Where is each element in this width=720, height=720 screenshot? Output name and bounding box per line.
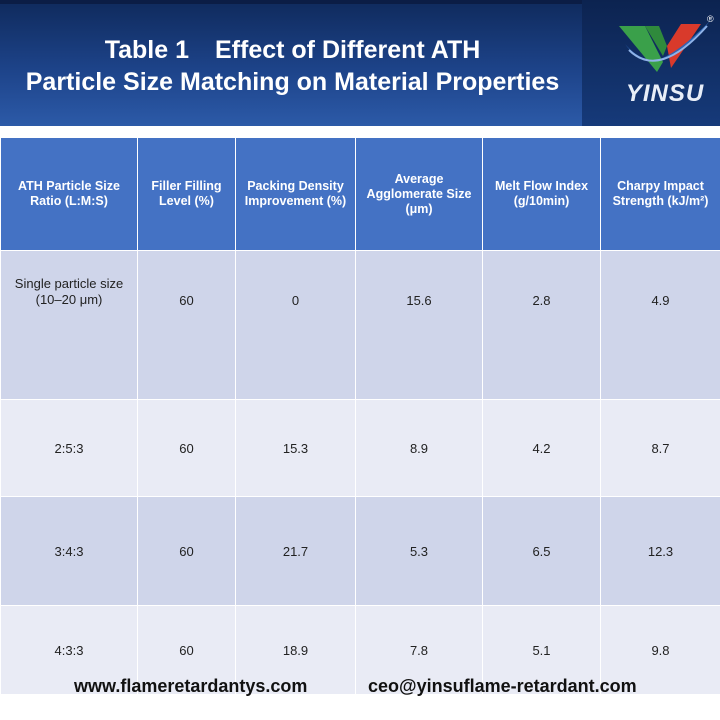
cell-impact-strength: 9.8 bbox=[600, 605, 720, 695]
table-row: 2:5:3 60 15.3 8.9 4.2 8.7 bbox=[0, 399, 720, 497]
cell-packing-density: 15.3 bbox=[235, 399, 356, 497]
header-packing-density: Packing Density Improvement (%) bbox=[235, 137, 356, 251]
cell-filling-level: 60 bbox=[137, 496, 236, 606]
contact-footer: www.flameretardantys.com ceo@yinsuflame-… bbox=[0, 676, 720, 700]
cell-melt-flow-index: 5.1 bbox=[482, 605, 601, 695]
cell-packing-density: 0 bbox=[235, 250, 356, 400]
cell-filling-level: 60 bbox=[137, 250, 236, 400]
cell-melt-flow-index: 4.2 bbox=[482, 399, 601, 497]
table-header-row: ATH Particle Size Ratio (L:M:S) Filler F… bbox=[0, 137, 720, 251]
cell-impact-strength: 4.9 bbox=[600, 250, 720, 400]
header-filling-level: Filler Filling Level (%) bbox=[137, 137, 236, 251]
cell-size-ratio: 2:5:3 bbox=[0, 399, 138, 497]
registered-mark: ® bbox=[707, 14, 714, 24]
header-impact-strength: Charpy Impact Strength (kJ/m²) bbox=[600, 137, 720, 251]
banner-top-stripe bbox=[0, 0, 720, 4]
title-line-1-text: Effect of Different ATH bbox=[215, 36, 481, 64]
table-row: 3:4:3 60 21.7 5.3 6.5 12.3 bbox=[0, 496, 720, 606]
cell-impact-strength: 8.7 bbox=[600, 399, 720, 497]
title-line-1: Table 1 Effect of Different ATH bbox=[0, 34, 585, 66]
email-link[interactable]: ceo@yinsuflame-retardant.com bbox=[368, 676, 637, 696]
header-melt-flow-index: Melt Flow Index (g/10min) bbox=[482, 137, 601, 251]
cell-agglomerate-size: 5.3 bbox=[355, 496, 483, 606]
properties-table: ATH Particle Size Ratio (L:M:S) Filler F… bbox=[0, 137, 720, 695]
yinsu-v-logo-icon bbox=[619, 20, 711, 72]
title-banner: Table 1 Effect of Different ATH Particle … bbox=[0, 0, 720, 126]
table-row: Single particle size (10–20 μm) 60 0 15.… bbox=[0, 250, 720, 400]
website-link[interactable]: www.flameretardantys.com bbox=[74, 676, 308, 696]
cell-size-ratio: Single particle size (10–20 μm) bbox=[0, 250, 138, 400]
page-title: Table 1 Effect of Different ATH Particle … bbox=[0, 34, 585, 98]
cell-melt-flow-index: 6.5 bbox=[482, 496, 601, 606]
cell-melt-flow-index: 2.8 bbox=[482, 250, 601, 400]
cell-packing-density: 21.7 bbox=[235, 496, 356, 606]
cell-size-ratio: 3:4:3 bbox=[0, 496, 138, 606]
cell-filling-level: 60 bbox=[137, 399, 236, 497]
cell-packing-density: 18.9 bbox=[235, 605, 356, 695]
table-number: Table 1 bbox=[104, 36, 189, 64]
header-size-ratio: ATH Particle Size Ratio (L:M:S) bbox=[0, 137, 138, 251]
header-agglomerate-size: Average Agglomerate Size (μm) bbox=[355, 137, 483, 251]
table-row: 4:3:3 60 18.9 7.8 5.1 9.8 bbox=[0, 605, 720, 695]
brand-logo: ® YINSU bbox=[605, 14, 715, 112]
cell-agglomerate-size: 8.9 bbox=[355, 399, 483, 497]
title-line-2: Particle Size Matching on Material Prope… bbox=[25, 68, 560, 96]
cell-filling-level: 60 bbox=[137, 605, 236, 695]
brand-wordmark: YINSU bbox=[625, 80, 705, 107]
cell-agglomerate-size: 15.6 bbox=[355, 250, 483, 400]
cell-size-ratio: 4:3:3 bbox=[0, 605, 138, 695]
cell-impact-strength: 12.3 bbox=[600, 496, 720, 606]
cell-agglomerate-size: 7.8 bbox=[355, 605, 483, 695]
